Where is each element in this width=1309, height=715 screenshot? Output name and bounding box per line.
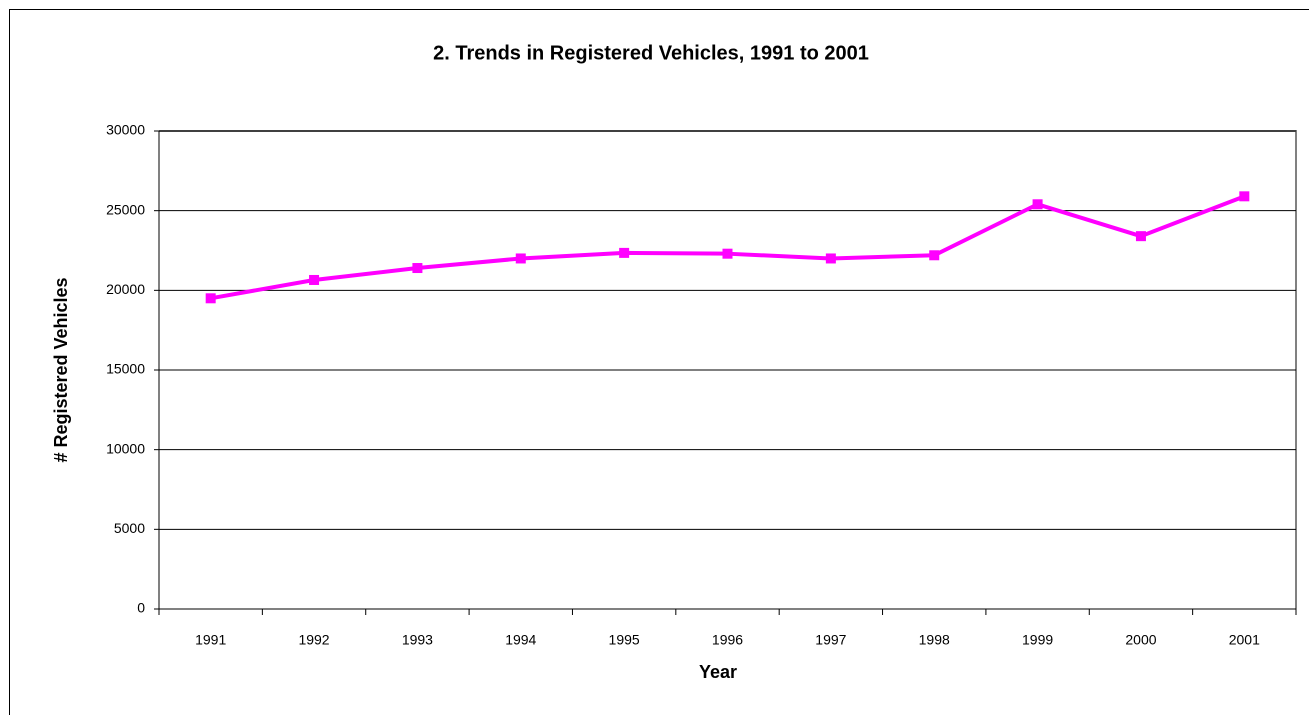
marker: [309, 274, 320, 285]
x-tick-label: 2000: [1125, 632, 1156, 648]
marker: [412, 263, 423, 274]
chart-title: 2. Trends in Registered Vehicles, 1991 t…: [433, 42, 869, 64]
x-tick-label: 1991: [195, 632, 226, 648]
y-axis-title: # Registered Vehicles: [51, 277, 71, 462]
x-tick-label: 1993: [402, 632, 433, 648]
x-tick-label: 1992: [298, 632, 329, 648]
x-tick-label: 1998: [919, 632, 950, 648]
y-tick-label: 30000: [106, 122, 145, 138]
marker: [1239, 191, 1250, 202]
x-tick-label: 1997: [815, 632, 846, 648]
marker: [825, 253, 836, 264]
x-tick-label: 1995: [609, 632, 640, 648]
marker: [515, 253, 526, 264]
marker: [929, 250, 940, 261]
y-tick-label: 0: [137, 600, 145, 616]
marker: [619, 247, 630, 258]
x-axis-title: Year: [699, 662, 737, 682]
x-tick-label: 1999: [1022, 632, 1053, 648]
line: [210, 194, 1246, 301]
marker: [1032, 199, 1043, 210]
y-tick-label: 15000: [106, 361, 145, 377]
x-tick-label: 2001: [1229, 632, 1260, 648]
marker: [205, 293, 216, 304]
marker: [722, 248, 733, 259]
x-tick-label: 1994: [505, 632, 536, 648]
marker: [1135, 231, 1146, 242]
y-tick-label: 20000: [106, 281, 145, 297]
x-tick-label: 1996: [712, 632, 743, 648]
y-tick-label: 5000: [114, 520, 145, 536]
y-tick-label: 10000: [106, 440, 145, 456]
y-tick-label: 25000: [106, 201, 145, 217]
